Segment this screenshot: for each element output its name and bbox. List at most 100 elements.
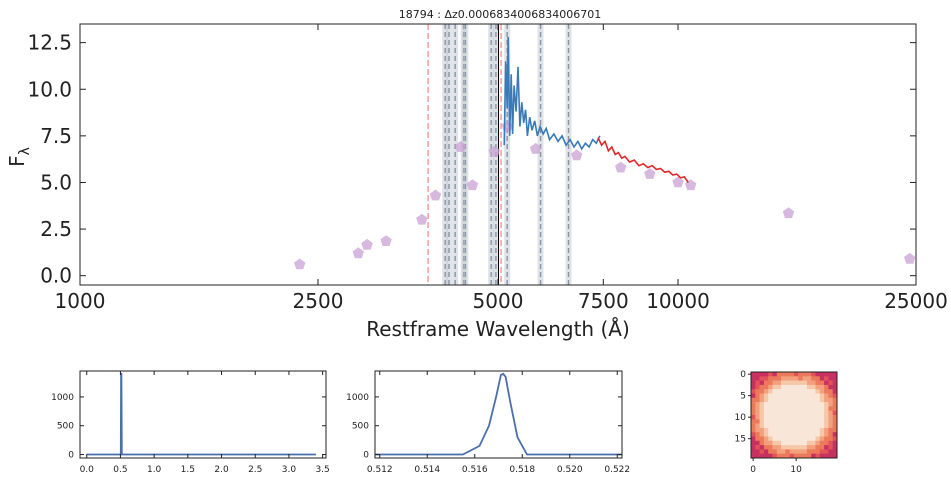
heatmap-cell (763, 415, 769, 420)
x-tick-label-1: 0.514 (414, 465, 440, 475)
heatmap-cell (751, 410, 756, 416)
heatmap-cell (755, 410, 760, 416)
heatmap-cell (768, 380, 773, 386)
heatmap-cell (789, 427, 795, 433)
heatmap-cell (794, 423, 799, 429)
heatmap-cell (824, 376, 829, 381)
heatmap-cell (815, 402, 821, 407)
heatmap-cell (832, 423, 838, 429)
heatmap-cell (776, 436, 782, 442)
heatmap-cell (763, 393, 769, 399)
heatmap-cell (802, 419, 808, 424)
heatmap-cell (828, 393, 833, 399)
heatmap-cell (759, 402, 765, 407)
heatmap-cell (751, 445, 756, 450)
heatmap-cell (755, 393, 760, 399)
x-tick-label-5: 25000 (884, 289, 948, 313)
heatmap-cell (781, 423, 786, 429)
heatmap-cell (755, 406, 760, 411)
heatmap-cell (781, 380, 786, 386)
heatmap-cell (802, 449, 808, 454)
heatmap-cell (806, 449, 812, 454)
heatmap-cell (776, 432, 782, 437)
heatmap-cell (794, 380, 799, 386)
heatmap-cell (832, 393, 838, 399)
photometry-point-5 (429, 189, 442, 201)
heatmap-cell (824, 453, 829, 459)
heatmap-cell (819, 380, 825, 386)
photometry-point-11 (571, 149, 583, 161)
heatmap-cell (811, 372, 816, 377)
heatmap-cell (811, 423, 816, 429)
heatmap-cell (806, 415, 812, 420)
heatmap-cell (755, 402, 760, 407)
heatmap-cell (768, 453, 773, 459)
heatmap-cell (751, 389, 756, 394)
heatmap-cell (781, 415, 786, 420)
heatmap-cell (806, 406, 812, 411)
heatmap-cell (824, 389, 829, 394)
heatmap-cell (802, 384, 808, 390)
heatmap-cell (772, 380, 778, 386)
heatmap-cell (828, 372, 833, 377)
heatmap-cell (811, 436, 816, 442)
y-tick-label-2: 1000 (346, 393, 369, 403)
heatmap-cell (776, 449, 782, 454)
plot-frame (79, 370, 327, 459)
heatmap-cell (789, 393, 795, 399)
x-tick-label-1: 0.5 (113, 465, 127, 475)
heatmap-cell (794, 402, 799, 407)
heatmap-cell (781, 393, 786, 399)
heatmap-cell (785, 423, 790, 429)
heatmap-cell (789, 406, 795, 411)
heatmap-cell (755, 415, 760, 420)
heatmap-cell (772, 449, 778, 454)
heatmap-cell (776, 393, 782, 399)
heatmap-cell (824, 402, 829, 407)
heatmap-cell (759, 453, 765, 459)
heatmap-frame (750, 371, 838, 459)
heatmap-cell (802, 423, 808, 429)
heatmap-cell (759, 384, 765, 390)
heatmap-cell (785, 449, 790, 454)
heatmap-cell (789, 440, 795, 446)
heatmap-cell (785, 397, 790, 403)
heatmap-cell (763, 419, 769, 424)
heatmap-cell (806, 427, 812, 433)
heatmap-cell (811, 419, 816, 424)
x-tick-label-2: 5000 (473, 289, 524, 313)
heatmap-cell (768, 376, 773, 381)
photometry-point-12 (615, 161, 627, 173)
heatmap-cell (802, 415, 808, 420)
axis-ticks: 1000 2500 5000 7500 10000 25000 0.0 2.5 5.0 7.5 10… (27, 24, 948, 313)
heatmap-cell (768, 423, 773, 429)
heatmap-cell (832, 372, 838, 377)
photometry-point-1 (352, 247, 364, 259)
heatmap-cell (798, 436, 803, 442)
photometry-point-13 (644, 168, 656, 179)
heatmap-cell (776, 419, 782, 424)
heatmap-cell (759, 445, 765, 450)
heatmap-cell (828, 397, 833, 403)
heatmap-cell (759, 380, 765, 386)
heatmap-cell (819, 402, 825, 407)
y-axis-label-group: Fλ (5, 147, 33, 167)
heatmap-cell (819, 389, 825, 394)
heatmap-cell (772, 384, 778, 390)
heatmap-cell (819, 415, 825, 420)
plot-frame (374, 370, 623, 459)
heatmap-cell (755, 380, 760, 386)
heatmap-cell (802, 372, 808, 377)
heatmap-cell (832, 453, 838, 459)
heatmap-cell (832, 415, 838, 420)
heatmap-cell (832, 376, 838, 381)
cutout-heatmap: 0 10 0 5 10 15 (735, 370, 838, 475)
heatmap-cell (776, 423, 782, 429)
heatmap-cell (832, 380, 838, 386)
heatmap-cell (772, 445, 778, 450)
heatmap-cell (798, 440, 803, 446)
heatmap-cell (819, 453, 825, 459)
main-spectrum-chart: 18794 : Δz0.0006834006834006701 1000 2500… (5, 8, 948, 341)
heatmap-cell (832, 432, 838, 437)
y-tick-label-4: 10.0 (27, 77, 72, 101)
